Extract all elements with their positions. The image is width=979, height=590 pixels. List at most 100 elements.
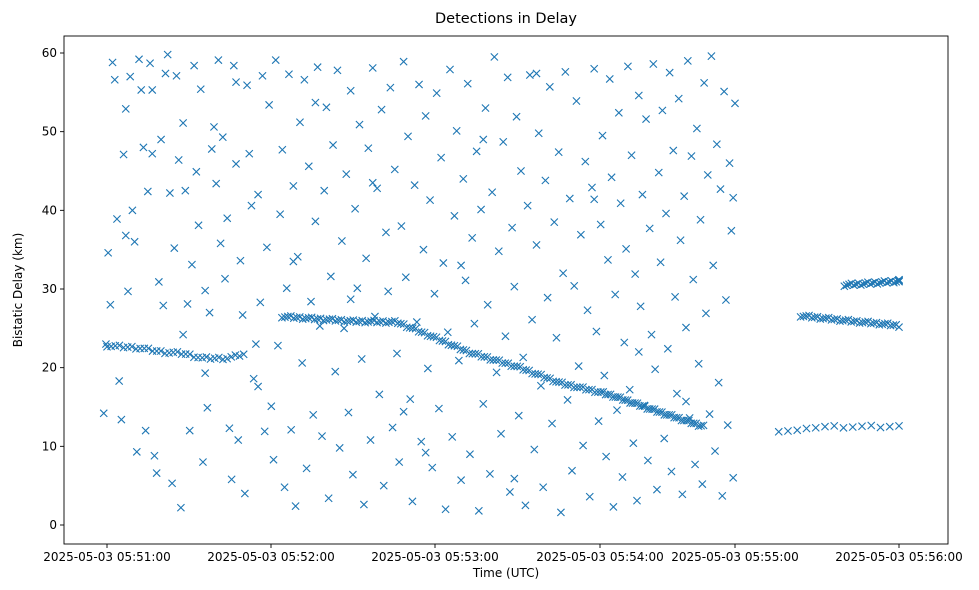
track-marker xyxy=(858,422,866,431)
noise-marker xyxy=(510,282,519,291)
noise-marker xyxy=(404,132,413,141)
noise-marker xyxy=(609,502,618,511)
noise-marker xyxy=(530,445,539,454)
noise-marker xyxy=(121,104,130,113)
noise-marker xyxy=(457,476,466,485)
noise-marker xyxy=(514,411,523,420)
noise-marker xyxy=(364,144,373,153)
track-marker xyxy=(604,390,613,399)
noise-marker xyxy=(439,259,448,268)
noise-marker xyxy=(375,390,384,399)
noise-marker xyxy=(729,193,738,202)
track-marker xyxy=(596,388,605,397)
track-marker xyxy=(223,354,232,363)
noise-marker xyxy=(225,424,234,433)
track-marker xyxy=(438,336,447,345)
track-marker xyxy=(417,328,426,337)
noise-marker xyxy=(232,78,241,87)
track-marker xyxy=(346,316,355,325)
noise-marker xyxy=(104,248,113,257)
noise-marker xyxy=(247,201,256,210)
noise-marker xyxy=(130,237,139,246)
noise-marker xyxy=(550,218,559,227)
noise-marker xyxy=(640,401,649,410)
track-marker xyxy=(564,380,573,389)
noise-marker xyxy=(603,255,612,264)
track-marker xyxy=(621,396,630,405)
noise-marker xyxy=(652,485,661,494)
track-marker xyxy=(573,383,581,392)
noise-marker xyxy=(563,395,572,404)
noise-marker xyxy=(727,226,736,235)
track-marker xyxy=(313,314,322,323)
track-marker xyxy=(465,349,474,358)
noise-marker xyxy=(559,269,568,278)
track-marker xyxy=(861,317,870,326)
track-marker xyxy=(292,313,301,322)
noise-marker xyxy=(572,96,581,105)
noise-marker xyxy=(443,328,452,337)
noise-marker xyxy=(576,230,585,239)
track-marker xyxy=(304,313,313,322)
noise-marker xyxy=(497,429,506,438)
noise-marker xyxy=(423,364,432,373)
track-marker xyxy=(127,342,136,351)
x-tick-label: 2025-05-03 05:54:00 xyxy=(536,550,663,564)
noise-marker xyxy=(392,349,401,358)
noise-marker xyxy=(381,228,390,237)
noise-marker xyxy=(607,173,616,182)
noise-marker xyxy=(139,143,148,152)
noise-marker xyxy=(532,69,541,78)
noise-marker xyxy=(388,423,397,432)
noise-marker xyxy=(494,247,503,256)
track-marker xyxy=(793,426,802,435)
noise-marker xyxy=(548,419,557,428)
noise-marker xyxy=(112,214,121,223)
track-marker xyxy=(214,353,223,362)
noise-marker xyxy=(311,98,320,107)
noise-marker xyxy=(450,211,459,220)
noise-marker xyxy=(472,147,481,156)
track-marker xyxy=(373,318,382,327)
noise-marker xyxy=(278,145,287,154)
noise-marker xyxy=(638,190,647,199)
noise-marker xyxy=(488,188,497,197)
chart-title: Detections in Delay xyxy=(435,11,577,27)
noise-marker xyxy=(108,58,117,67)
noise-marker xyxy=(124,287,132,296)
noise-marker xyxy=(448,432,457,441)
noise-marker xyxy=(236,256,245,265)
track-marker xyxy=(802,311,811,320)
track-marker xyxy=(895,421,903,430)
track-marker xyxy=(848,423,857,432)
noise-marker xyxy=(490,52,499,61)
track-marker xyxy=(859,280,868,289)
noise-marker xyxy=(720,87,729,96)
noise-marker xyxy=(516,167,525,175)
track-marker xyxy=(364,317,373,326)
noise-marker xyxy=(198,458,207,467)
noise-marker xyxy=(379,481,388,490)
noise-marker xyxy=(254,190,263,199)
track-marker xyxy=(384,318,393,327)
noise-marker xyxy=(209,122,218,131)
noise-marker xyxy=(691,460,700,469)
noise-marker xyxy=(528,315,537,324)
track-marker xyxy=(387,317,396,326)
track-marker xyxy=(355,317,364,326)
noise-marker xyxy=(501,332,510,341)
noise-marker xyxy=(282,284,291,293)
noise-marker xyxy=(238,310,247,319)
plot-area xyxy=(63,35,949,545)
noise-marker xyxy=(342,170,351,179)
noise-marker xyxy=(499,137,508,146)
noise-marker xyxy=(179,330,188,339)
noise-marker xyxy=(408,497,417,506)
noise-marker xyxy=(170,244,179,253)
noise-marker xyxy=(618,473,627,482)
noise-marker xyxy=(366,436,375,445)
noise-marker xyxy=(101,340,110,349)
noise-marker xyxy=(658,106,667,115)
noise-marker xyxy=(725,159,734,168)
